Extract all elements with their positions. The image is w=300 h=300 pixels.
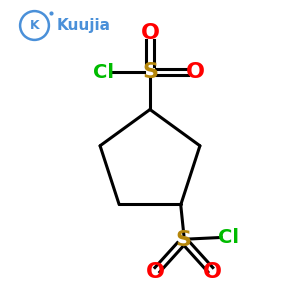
Text: S: S: [176, 230, 192, 250]
Text: O: O: [185, 62, 205, 82]
Text: O: O: [140, 23, 160, 43]
Text: O: O: [146, 262, 165, 282]
Text: Cl: Cl: [93, 62, 114, 82]
Text: K: K: [30, 19, 39, 32]
Text: S: S: [142, 62, 158, 82]
Text: O: O: [203, 262, 222, 282]
Text: Cl: Cl: [218, 228, 239, 247]
Text: Kuujia: Kuujia: [56, 18, 110, 33]
